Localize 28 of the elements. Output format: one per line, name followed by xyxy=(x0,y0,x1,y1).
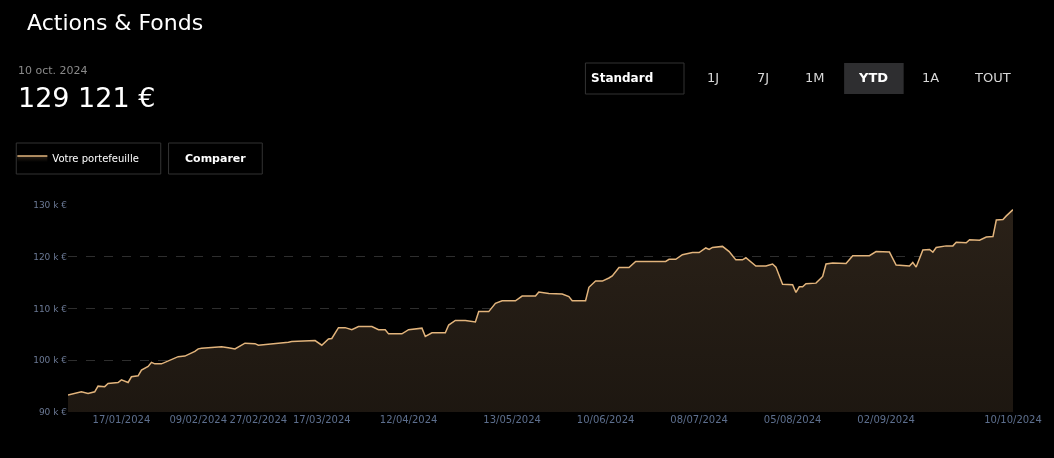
text: YTD xyxy=(858,70,889,85)
x-tick-label: 17/03/2024 xyxy=(292,414,351,425)
text: Comparer xyxy=(185,152,247,165)
x-tick-label: 10/06/2024 xyxy=(576,414,635,425)
legend-label: Votre portefeuille xyxy=(52,152,139,164)
y-tick-label: 110 k € xyxy=(33,303,68,314)
chart-title: Actions & Fonds xyxy=(27,9,204,35)
text: 1J xyxy=(707,70,720,85)
y-tick-label: 130 k € xyxy=(33,200,68,211)
x-tick-label: 12/04/2024 xyxy=(379,414,438,425)
y-tick-label: 90 k € xyxy=(38,407,68,418)
text: Standard xyxy=(591,71,654,85)
x-tick-label: 02/09/2024 xyxy=(857,414,915,425)
x-tick-label: 09/02/2024 xyxy=(169,414,228,425)
x-tick-label: 10/10/2024 xyxy=(984,414,1042,425)
x-tick-label: 13/05/2024 xyxy=(483,414,541,425)
x-tick-label: 27/02/2024 xyxy=(229,414,288,425)
text: TOUT xyxy=(974,70,1011,85)
x-tick-label: 08/07/2024 xyxy=(670,414,728,425)
text: 1M xyxy=(805,70,825,85)
text: 7J xyxy=(757,70,770,85)
y-tick-label: 120 k € xyxy=(33,251,68,262)
x-tick-label: 17/01/2024 xyxy=(92,414,151,425)
text: 1A xyxy=(922,70,940,85)
text: 10 oct. 2024 xyxy=(18,64,88,77)
x-tick-label: 05/08/2024 xyxy=(763,414,822,425)
y-tick-label: 100 k € xyxy=(33,355,68,366)
text: 129 121 € xyxy=(18,82,156,113)
